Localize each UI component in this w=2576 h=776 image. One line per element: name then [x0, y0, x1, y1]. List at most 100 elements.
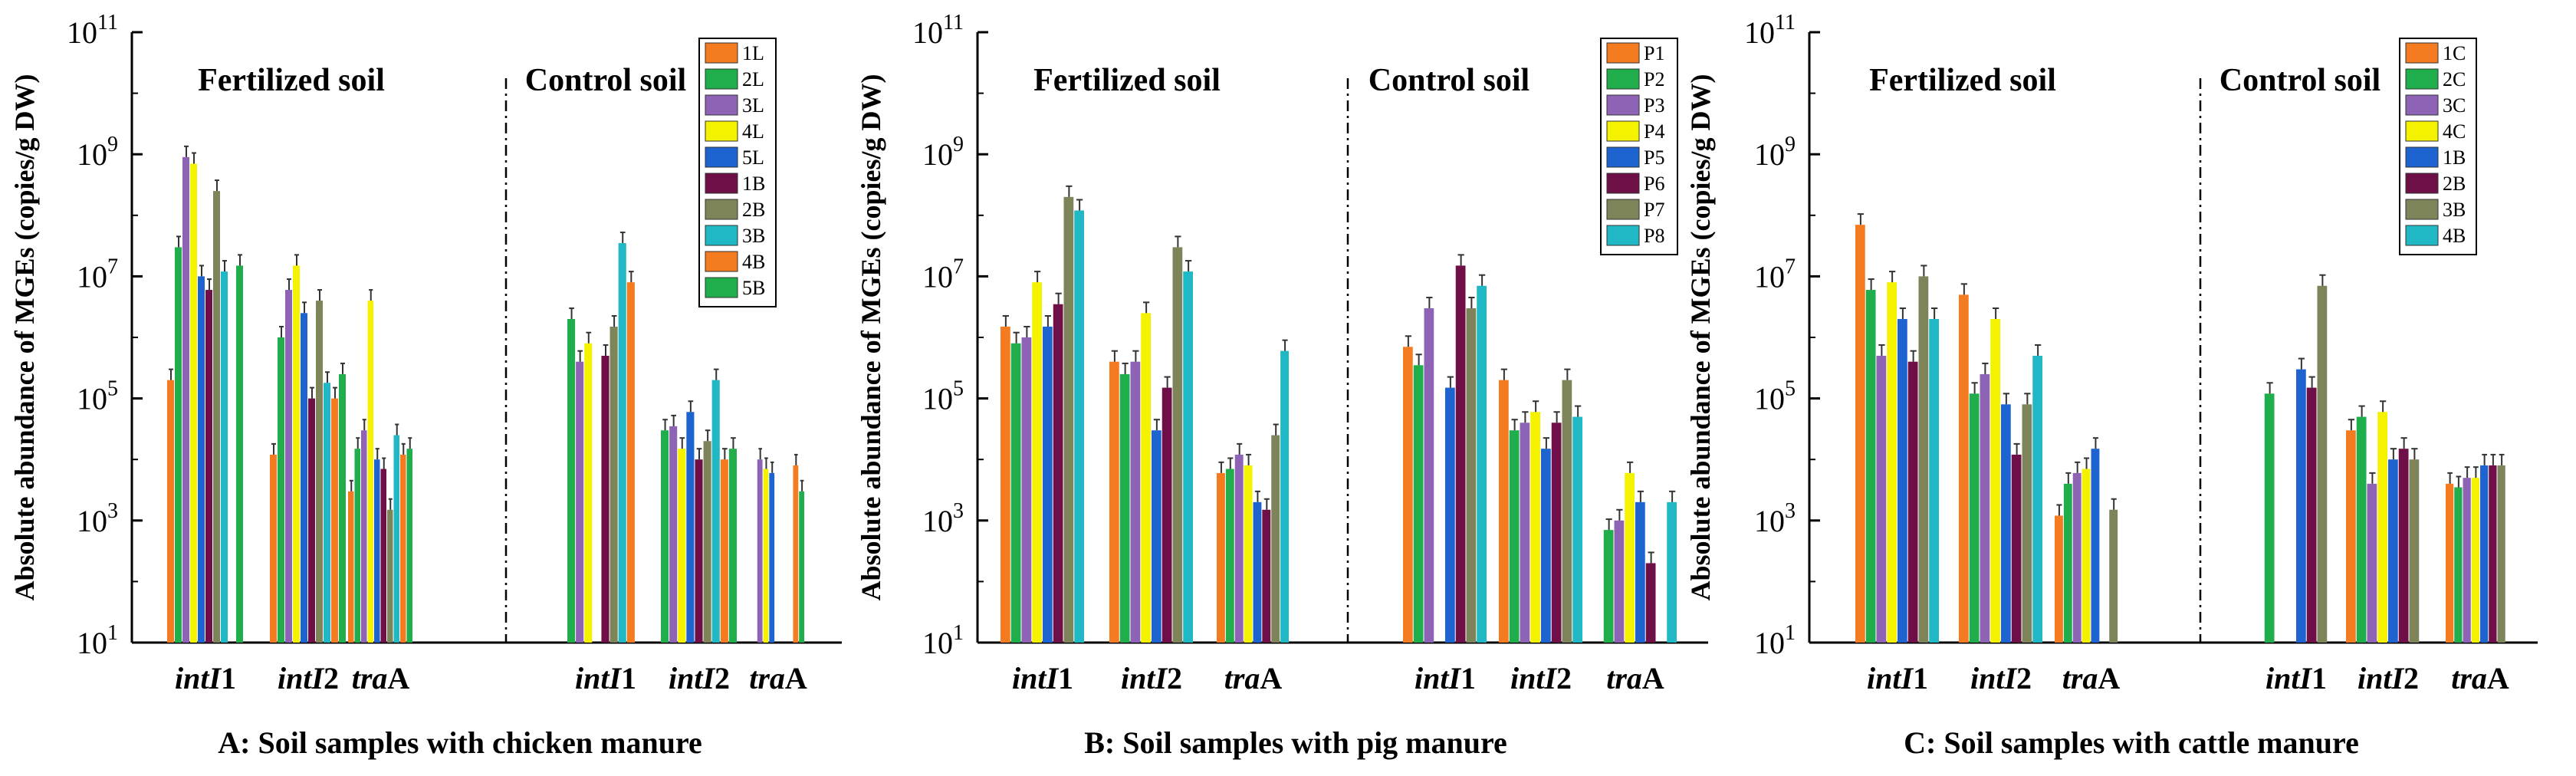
x-tick-italic: intI	[669, 661, 715, 695]
y-tick-label: 103	[1754, 499, 1796, 538]
legend-swatch	[2405, 94, 2439, 116]
bar-1b	[308, 398, 315, 643]
x-tick-label: intI1	[2266, 661, 2327, 695]
bar-3l	[361, 430, 367, 643]
bar-p2	[1413, 365, 1424, 643]
x-tick-label: intI1	[1414, 661, 1476, 695]
x-tick-label: traA	[1224, 661, 1283, 695]
bar-5l	[301, 313, 307, 643]
bar-5l	[769, 472, 775, 643]
x-tick-plain: 2	[1556, 661, 1572, 695]
y-tick-label: 105	[922, 377, 964, 416]
section-label-control: Control soil	[1368, 63, 1530, 98]
bar-3b	[324, 383, 330, 643]
bar-1b	[2091, 449, 2100, 643]
bar-1c	[2346, 430, 2356, 643]
bar-4b	[793, 465, 799, 643]
x-tick-plain: 1	[221, 661, 236, 695]
legend-label: 2L	[742, 68, 764, 90]
legend-label: 3B	[742, 225, 765, 247]
bar-3c	[1980, 373, 1990, 643]
bar-p2	[1225, 469, 1234, 643]
legend-label: P5	[1644, 146, 1664, 169]
y-tick-label: 105	[1754, 377, 1796, 416]
legend-label: 1B	[2443, 146, 2466, 169]
bar-p7	[1466, 308, 1477, 643]
x-tick-italic: tra	[749, 661, 785, 695]
bar-p7	[1271, 435, 1280, 643]
bar-p5	[1253, 501, 1262, 643]
y-axis-label: Absolute abundance of MGEs (copies/g DW)	[9, 74, 40, 600]
legend-swatch	[705, 120, 738, 142]
bar-p6	[1262, 509, 1271, 643]
bar-1b	[205, 290, 212, 643]
bar-p8	[1183, 271, 1193, 643]
x-tick-italic: intI	[2358, 661, 2404, 695]
bar-4c	[2377, 412, 2387, 643]
x-tick-plain: 2	[715, 661, 730, 695]
panel-b: 101 103 105 107 109 1011 Absolute abundance of…	[856, 11, 1708, 760]
legend-label: P1	[1644, 42, 1664, 64]
x-tick-plain: A	[1642, 661, 1664, 695]
x-tick-italic: intI	[575, 661, 622, 695]
y-tick-label: 107	[922, 255, 964, 294]
bar-p1	[1499, 380, 1509, 643]
panel-a: 101 103 105 107 109 1011 Absolute abundance of…	[9, 11, 842, 760]
legend-swatch	[705, 225, 738, 246]
x-tick-label: intI2	[278, 661, 339, 695]
y-tick-exponent: 5	[953, 377, 964, 401]
y-tick-label: 1011	[912, 11, 964, 50]
bar-3l	[669, 426, 678, 643]
bar-2b	[316, 301, 323, 643]
bar-2c	[1865, 290, 1876, 643]
bar-p1	[1001, 326, 1010, 643]
bar-4c	[2471, 478, 2479, 643]
bar-3b	[1918, 276, 1929, 643]
y-tick-label: 107	[1754, 255, 1796, 294]
x-tick-italic: tra	[1606, 661, 1642, 695]
y-tick-exponent: 11	[97, 11, 118, 35]
y-tick-exponent: 5	[1785, 377, 1796, 401]
bar-3b	[221, 271, 228, 643]
bar-1c	[1959, 294, 1969, 643]
bar-4b	[720, 459, 728, 643]
bar-4l	[293, 265, 300, 643]
bar-1b	[601, 355, 610, 643]
y-tick-exponent: 9	[1785, 133, 1796, 156]
x-tick-label: intI2	[2358, 661, 2419, 695]
x-tick-label: intI2	[1510, 661, 1572, 695]
bar-4b	[1929, 319, 1939, 643]
legend-swatch	[1606, 68, 1640, 90]
legend-swatch	[705, 277, 738, 298]
x-tick-label: traA	[2451, 661, 2509, 695]
bar-5b	[728, 449, 737, 643]
bar-3l	[576, 361, 584, 643]
y-tick-label: 109	[77, 133, 118, 172]
bar-1c	[2446, 483, 2454, 643]
legend-swatch	[1606, 199, 1640, 220]
legend-label: 4C	[2443, 120, 2466, 143]
bar-p4	[1032, 282, 1042, 643]
x-tick-plain: 1	[1460, 661, 1476, 695]
y-tick-exponent: 1	[107, 621, 118, 645]
bar-p8	[1667, 501, 1677, 643]
y-tick-exponent: 9	[953, 133, 964, 156]
y-tick-label: 101	[922, 621, 964, 660]
bar-1b	[1898, 319, 1907, 643]
bar-3c	[2072, 472, 2082, 643]
bar-3l	[182, 156, 189, 643]
legend-swatch	[705, 251, 738, 272]
bar-p1	[1403, 347, 1413, 643]
y-axis-label: Absolute abundance of MGEs (copies/g DW)	[1685, 74, 1716, 600]
x-tick-italic: tra	[2062, 661, 2098, 695]
bar-1b	[2001, 404, 2011, 643]
y-tick-exponent: 3	[953, 499, 964, 523]
y-axis-label: Absolute abundance of MGEs (copies/g DW)	[856, 74, 886, 600]
y-tick-label: 105	[77, 377, 118, 416]
x-tick-italic: intI	[1510, 661, 1557, 695]
bar-1b	[695, 459, 703, 643]
bar-p8	[1477, 285, 1487, 643]
x-tick-italic: intI	[1414, 661, 1461, 695]
x-tick-plain: 1	[621, 661, 636, 695]
